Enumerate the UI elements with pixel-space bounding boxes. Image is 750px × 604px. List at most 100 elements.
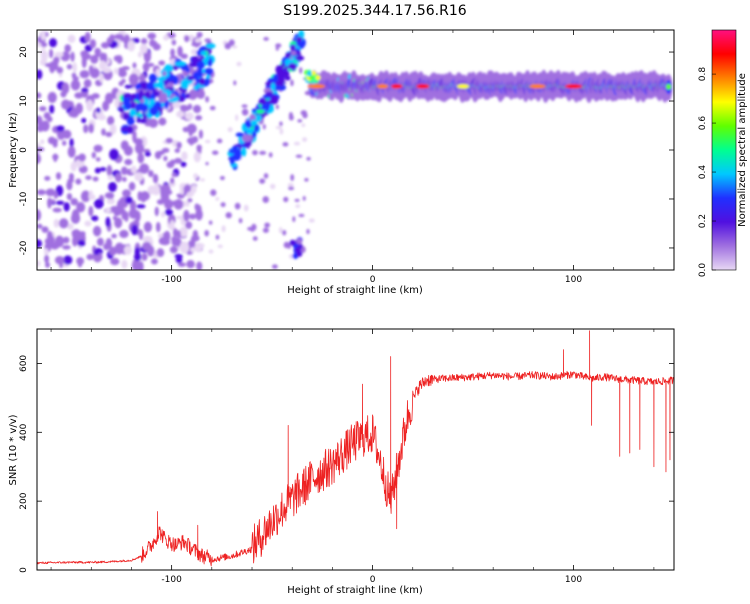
spectrogram-cell: [176, 230, 181, 239]
spectrogram-cell: [102, 100, 110, 112]
spectrogram-cell: [127, 40, 136, 52]
spectrogram-cell: [99, 60, 107, 71]
spectrogram-cell: [247, 226, 254, 231]
spectrogram-cell: [180, 161, 187, 168]
spectrogram-cell: [192, 230, 199, 239]
y-tick-label: -10: [19, 191, 29, 206]
spectrogram-cell: [296, 36, 303, 42]
spectrogram-cell: [139, 43, 148, 54]
spectrogram-cell: [251, 108, 258, 113]
spectrogram-cell: [196, 144, 202, 151]
spectrogram-cell: [66, 64, 73, 70]
spectrogram-cell: [77, 239, 86, 247]
snr-x-ticks: -100 0 100: [50, 329, 655, 585]
spectrogram-cell: [284, 75, 291, 81]
spectrogram-cell: [66, 180, 73, 191]
spectrogram-cell: [160, 184, 171, 195]
spectrogram-cell: [85, 175, 92, 180]
spectrogram-cell: [153, 91, 160, 97]
spectrogram-cell: [121, 208, 126, 220]
spectrogram-cell: [186, 75, 195, 81]
spectrogram-cell: [41, 42, 48, 48]
spectrogram-cell: [195, 115, 203, 121]
spectrogram-cell: [140, 38, 148, 45]
spectrogram-cell: [37, 69, 43, 80]
spectrogram-cell: [300, 110, 308, 116]
spectrogram-cell: [88, 190, 94, 200]
spectrogram-cell: [224, 42, 232, 50]
spectrogram-cell: [119, 199, 126, 204]
spectrogram-cell: [91, 93, 100, 99]
spectrogram-cell: [189, 68, 196, 74]
spectrogram-cell: [39, 106, 47, 112]
spectrogram-cell: [183, 71, 190, 77]
spectrogram-cell: [177, 46, 183, 57]
colorbar: 0.0 0.2 0.4 0.6 0.8 Normalized spectral ampl…: [698, 29, 748, 277]
spectrogram-cell: [219, 175, 225, 181]
spectrogram-cell: [250, 119, 258, 126]
spectrogram-cell: [227, 127, 233, 133]
spectrogram-cell: [123, 245, 133, 256]
spectrogram-cell: [163, 34, 169, 41]
spectrogram-cell: [91, 215, 99, 222]
spectrogram-cell: [311, 70, 317, 76]
spectrogram-cell: [176, 110, 185, 118]
spectrogram-cell: [94, 167, 101, 174]
colorbar-tick-label: 0.8: [698, 67, 708, 82]
spectrogram-cell: [216, 138, 223, 144]
spectrogram-cell: [262, 123, 266, 130]
spectrogram-cell: [137, 51, 143, 58]
spectrogram-cell: [215, 196, 220, 201]
spectrogram-cell: [165, 137, 173, 144]
spectrogram-cell: [208, 249, 214, 254]
spectrogram-cell: [100, 42, 110, 49]
spectrogram-cell: [123, 145, 133, 156]
spectrogram-cell: [196, 60, 205, 70]
spectrogram-cell: [121, 78, 126, 84]
spectrogram-cell: [241, 147, 247, 157]
spectrogram-cell: [171, 236, 177, 243]
spectrogram-cell: [80, 190, 91, 203]
spectrogram-cell: [170, 219, 175, 230]
spectrogram-cell: [196, 31, 203, 38]
spectrogram-cell: [130, 93, 137, 99]
spectrogram-cell: [99, 167, 107, 172]
spectrogram-cell: [53, 153, 58, 163]
spectrogram-cell: [105, 237, 113, 250]
spectrogram-cell: [130, 165, 137, 174]
spectrogram-cell: [49, 48, 54, 59]
colorbar-tick-label: 0.4: [698, 165, 708, 180]
spectrogram-cell: [176, 73, 182, 79]
spectrogram-cell: [109, 148, 119, 161]
spectrogram-cell: [171, 200, 178, 206]
spectrogram-cell: [204, 38, 212, 43]
spectrogram-cell: [529, 84, 546, 89]
spectrogram-cell: [235, 132, 245, 138]
spectrogram-cell: [107, 175, 114, 181]
spectrogram-cell: [171, 96, 180, 102]
spectrogram-cell: [68, 172, 75, 181]
spectrogram-cell: [144, 90, 151, 99]
y-tick-label: 0: [19, 567, 29, 573]
spectrogram-cell: [163, 155, 168, 162]
spectrogram-cell: [176, 193, 183, 197]
spectrogram-cell: [268, 152, 273, 158]
x-tick-label: 0: [370, 575, 376, 585]
spectrogram-cell: [37, 209, 42, 222]
spectrogram-cell: [295, 246, 302, 253]
spectrogram-cell: [131, 101, 136, 110]
spectrogram-cell: [150, 258, 158, 265]
spectrogram-cell: [179, 226, 188, 238]
spectrogram-cell: [238, 218, 243, 224]
spectrogram-cell: [200, 50, 207, 56]
spectrogram-cell: [241, 104, 248, 108]
y-tick-label: 600: [19, 355, 29, 372]
spectrogram-cell: [215, 234, 220, 240]
spectrogram-cell: [192, 42, 196, 47]
spectrogram-cell: [64, 44, 72, 53]
spectrogram-cell: [169, 159, 176, 166]
spectrogram-cell: [56, 66, 64, 74]
spectrogram-cell: [79, 70, 90, 79]
spectrogram-cell: [114, 242, 125, 255]
